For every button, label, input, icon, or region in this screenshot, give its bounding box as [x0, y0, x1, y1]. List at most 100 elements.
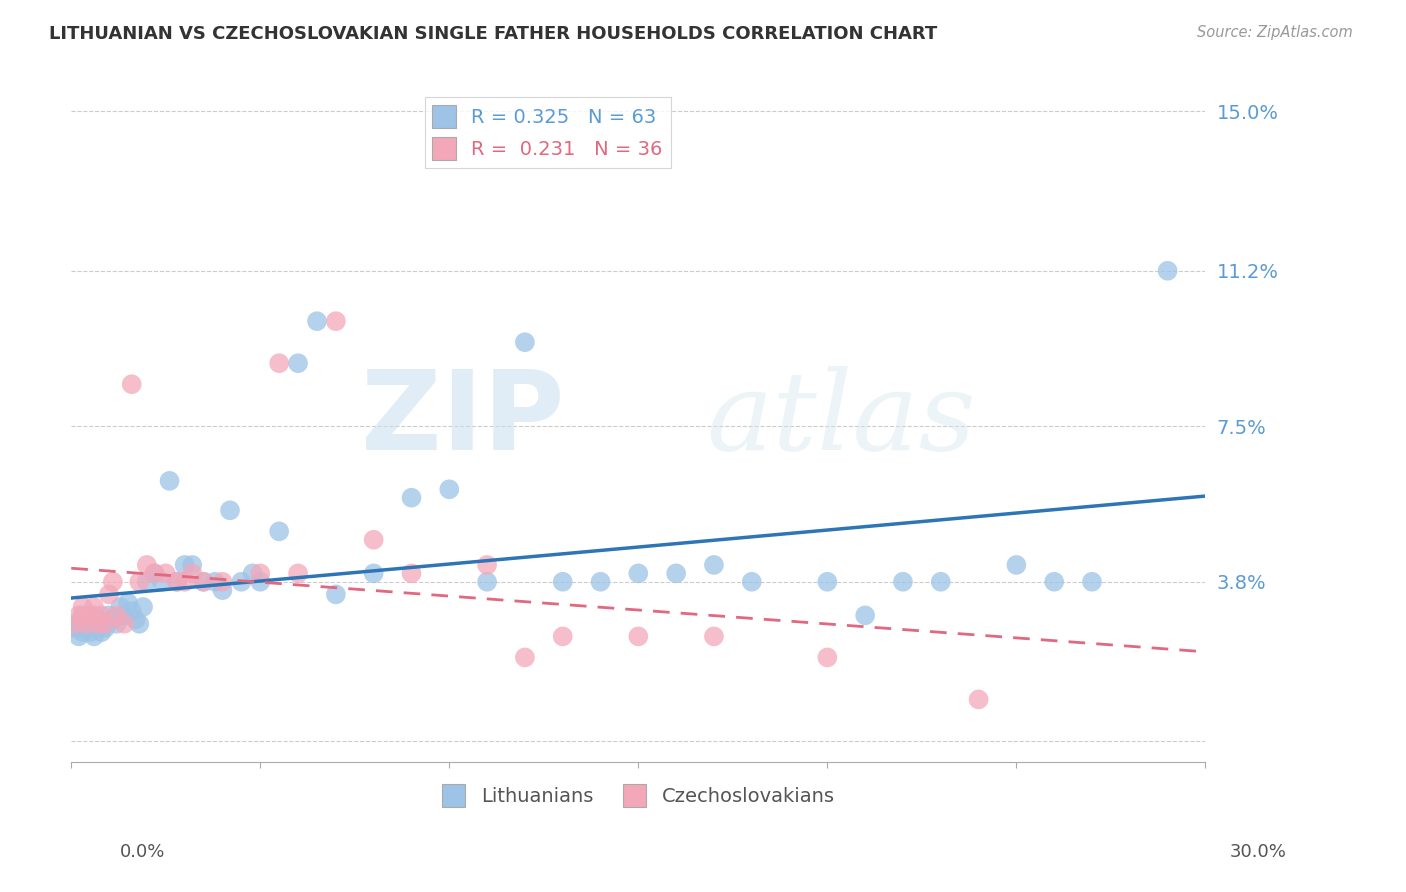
Point: [67, 616, 90, 631]
Point: [79, 608, 101, 623]
Point: [112, 616, 135, 631]
Text: LITHUANIAN VS CZECHOSLOVAKIAN SINGLE FATHER HOUSEHOLDS CORRELATION CHART: LITHUANIAN VS CZECHOSLOVAKIAN SINGLE FAT…: [49, 25, 938, 43]
Point: [231, 574, 253, 589]
Point: [1156, 264, 1178, 278]
Point: [181, 558, 204, 572]
Point: [287, 566, 309, 581]
Point: [83, 608, 105, 623]
Point: [105, 608, 128, 623]
Point: [627, 629, 650, 643]
Point: [98, 587, 121, 601]
Point: [249, 566, 271, 581]
Legend: Lithuanians, Czechoslovakians: Lithuanians, Czechoslovakians: [434, 776, 842, 814]
Point: [94, 621, 117, 635]
Point: [90, 616, 112, 631]
Point: [121, 377, 143, 392]
Point: [75, 613, 97, 627]
Point: [173, 558, 195, 572]
Point: [150, 574, 173, 589]
Point: [63, 616, 86, 631]
Point: [853, 608, 876, 623]
Point: [117, 596, 139, 610]
Point: [132, 599, 155, 614]
Point: [143, 566, 166, 581]
Point: [741, 574, 763, 589]
Point: [128, 574, 150, 589]
Point: [173, 574, 195, 589]
Point: [121, 604, 143, 618]
Point: [128, 616, 150, 631]
Point: [143, 566, 166, 581]
Point: [249, 574, 271, 589]
Point: [86, 616, 108, 631]
Point: [325, 587, 347, 601]
Point: [112, 608, 135, 623]
Text: ZIP: ZIP: [361, 367, 565, 474]
Point: [94, 616, 117, 631]
Point: [72, 608, 94, 623]
Text: Source: ZipAtlas.com: Source: ZipAtlas.com: [1197, 25, 1353, 40]
Point: [219, 503, 242, 517]
Point: [67, 629, 90, 643]
Point: [475, 558, 498, 572]
Point: [401, 491, 423, 505]
Point: [90, 608, 112, 623]
Point: [86, 621, 108, 635]
Point: [439, 483, 461, 497]
Point: [703, 629, 725, 643]
Point: [101, 613, 124, 627]
Point: [211, 583, 233, 598]
Text: 30.0%: 30.0%: [1230, 843, 1286, 861]
Point: [627, 566, 650, 581]
Point: [155, 566, 177, 581]
Point: [105, 616, 128, 631]
Text: atlas: atlas: [706, 367, 976, 474]
Point: [242, 566, 264, 581]
Point: [287, 356, 309, 370]
Point: [75, 616, 97, 631]
Point: [204, 574, 226, 589]
Point: [193, 574, 215, 589]
Point: [1005, 558, 1028, 572]
Point: [159, 474, 181, 488]
Point: [703, 558, 725, 572]
Point: [166, 574, 188, 589]
Point: [967, 692, 990, 706]
Point: [72, 625, 94, 640]
Point: [269, 524, 291, 539]
Point: [363, 566, 385, 581]
Point: [135, 574, 157, 589]
Point: [181, 566, 204, 581]
Point: [929, 574, 952, 589]
Point: [75, 621, 97, 635]
Point: [124, 613, 146, 627]
Point: [475, 574, 498, 589]
Point: [166, 574, 188, 589]
Point: [363, 533, 385, 547]
Point: [79, 625, 101, 640]
Point: [513, 650, 536, 665]
Point: [551, 629, 574, 643]
Point: [79, 616, 101, 631]
Point: [1043, 574, 1066, 589]
Point: [305, 314, 328, 328]
Point: [101, 574, 124, 589]
Point: [86, 613, 108, 627]
Point: [325, 314, 347, 328]
Point: [211, 574, 233, 589]
Point: [63, 621, 86, 635]
Point: [815, 650, 838, 665]
Point: [665, 566, 688, 581]
Point: [269, 356, 291, 370]
Point: [513, 335, 536, 350]
Point: [67, 608, 90, 623]
Point: [83, 629, 105, 643]
Point: [891, 574, 914, 589]
Text: 0.0%: 0.0%: [120, 843, 165, 861]
Point: [83, 599, 105, 614]
Point: [110, 599, 132, 614]
Point: [72, 599, 94, 614]
Point: [1081, 574, 1104, 589]
Point: [90, 625, 112, 640]
Point: [401, 566, 423, 581]
